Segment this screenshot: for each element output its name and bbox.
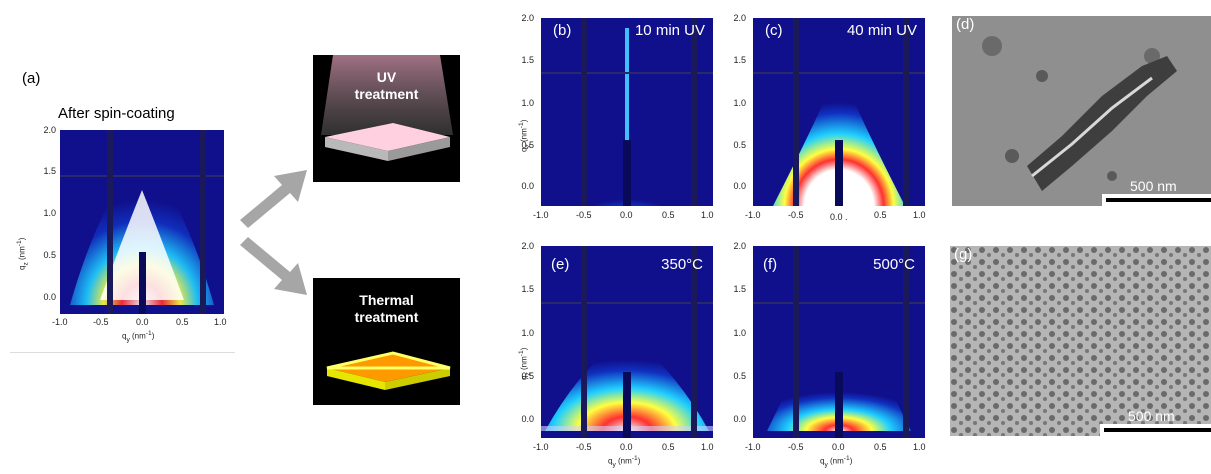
plot-c-ytick: 0.0 <box>733 181 746 191</box>
plot-b-area: (b) 10 min UV <box>541 18 713 206</box>
plot-e-letter: (e) <box>551 256 570 273</box>
plot-c-xtick: 0.5 <box>874 210 887 220</box>
plot-c-ytick: 1.5 <box>733 55 746 65</box>
plot-a-xtick: -0.5 <box>93 317 109 327</box>
sem-d-scalebar-inner <box>1106 198 1211 202</box>
plot-b-letter: (b) <box>553 22 572 39</box>
plot-b-ytick: 2.0 <box>521 13 534 23</box>
uv-treatment-box: UV treatment <box>313 55 460 182</box>
plot-a-ytick: 0.5 <box>43 250 56 260</box>
sem-d-scale-text: 500 nm <box>1130 178 1177 194</box>
plot-f-ytick: 2.0 <box>733 241 746 251</box>
plot-f-ytick: 0.5 <box>733 371 746 381</box>
plot-e-ytick: 0.5 <box>521 371 534 381</box>
plot-f-xlabel: qy (nm-1) <box>820 455 853 469</box>
plot-a-area <box>60 130 224 314</box>
plot-e-ytick: 1.5 <box>521 284 534 294</box>
plot-f-xtick: 0.5 <box>874 442 887 452</box>
plot-a-xtick: 1.0 <box>214 317 227 327</box>
sem-image-g: (g) 500 nm <box>950 246 1211 436</box>
plot-e-xtick: -0.5 <box>576 442 592 452</box>
plot-a-ylabel: qz (nm-1) <box>16 237 30 270</box>
plot-f-title: 500°C <box>873 256 915 273</box>
sem-d-letter: (d) <box>956 16 975 33</box>
plot-a-ytick: 2.0 <box>43 125 56 135</box>
plot-f-area: (f) 500°C <box>753 246 925 438</box>
plot-f-letter: (f) <box>763 256 778 273</box>
plot-a-xtick: 0.5 <box>176 317 189 327</box>
plot-c-xtick: 0.0 . <box>830 212 848 222</box>
plot-f-ytick: 1.5 <box>733 284 746 294</box>
thermal-treatment-box: Thermal treatment <box>313 278 460 405</box>
plot-f-ytick: 0.0 <box>733 414 746 424</box>
thermal-illustration <box>326 351 451 390</box>
plot-b-ytick: 1.0 <box>521 98 534 108</box>
plot-e-ytick: 1.0 <box>521 328 534 338</box>
plot-e-area: (e) 350°C <box>541 246 713 438</box>
plot-a-ytick: 1.0 <box>43 208 56 218</box>
plot-f-xtick: 1.0 <box>913 442 926 452</box>
sem-g-scale-text: 500 nm <box>1128 408 1175 424</box>
plot-f-xtick: 0.0 <box>832 442 845 452</box>
thermal-label: Thermal treatment <box>354 292 419 325</box>
arrows <box>240 170 307 295</box>
plot-b-xtick: 0.5 <box>662 210 675 220</box>
plot-c-letter: (c) <box>765 22 783 39</box>
plot-a-xtick: -1.0 <box>52 317 68 327</box>
arrow-down-icon <box>240 237 307 295</box>
plot-f-ytick: 1.0 <box>733 328 746 338</box>
plot-f-xtick: -0.5 <box>788 442 804 452</box>
plot-e-ytick: 0.0 <box>521 414 534 424</box>
plot-c-title: 40 min UV <box>846 22 917 39</box>
plot-a-xlabel: qy (nm-1) <box>122 330 155 344</box>
uv-illustration <box>321 55 453 161</box>
plot-e-ylabel: qz (nm-1) <box>518 347 532 380</box>
plot-c-xtick: -1.0 <box>745 210 761 220</box>
plot-b-ytick: 0.0 <box>521 181 534 191</box>
plot-c-ytick: 2.0 <box>733 13 746 23</box>
plot-e-ytick: 2.0 <box>521 241 534 251</box>
plot-a-ytick: 1.5 <box>43 166 56 176</box>
sem-g-scalebar-inner <box>1104 428 1211 432</box>
plot-a-pattern <box>60 130 224 314</box>
arrow-up-icon <box>240 170 307 228</box>
plot-b-ytick: 0.5 <box>521 140 534 150</box>
panel-a-label: (a) <box>22 70 41 87</box>
plot-c-ytick: 1.0 <box>733 98 746 108</box>
plot-c-area: (c) 40 min UV <box>753 18 925 206</box>
plot-b-xtick: 1.0 <box>701 210 714 220</box>
plot-c-xtick: -0.5 <box>788 210 804 220</box>
sem-g-letter: (g) <box>954 246 973 263</box>
panel-a-caption: After spin-coating <box>58 105 175 122</box>
plot-e-xtick: 1.0 <box>701 442 714 452</box>
plot-b-xtick: -0.5 <box>576 210 592 220</box>
plot-e-xtick: 0.0 <box>620 442 633 452</box>
plot-f-xtick: -1.0 <box>745 442 761 452</box>
plot-c-xtick: 1.0 <box>913 210 926 220</box>
sem-image-d: (d) 500 nm <box>952 16 1211 206</box>
plot-b-xtick: -1.0 <box>533 210 549 220</box>
divider <box>10 352 235 353</box>
plot-b-ylabel: qz (nm-1) <box>518 119 532 152</box>
plot-e-xtick: -1.0 <box>533 442 549 452</box>
plot-a-ytick: 0.0 <box>43 292 56 302</box>
plot-a-xtick: 0.0 <box>136 317 149 327</box>
plot-c-ytick: 0.5 <box>733 140 746 150</box>
plot-b-ytick: 1.5 <box>521 55 534 65</box>
plot-e-title: 350°C <box>661 256 703 273</box>
plot-e-xtick: 0.5 <box>662 442 675 452</box>
uv-label: UV treatment <box>354 69 419 102</box>
plot-b-xtick: 0.0 <box>620 210 633 220</box>
plot-b-title: 10 min UV <box>634 22 705 39</box>
plot-e-xlabel: qy (nm-1) <box>608 455 641 469</box>
